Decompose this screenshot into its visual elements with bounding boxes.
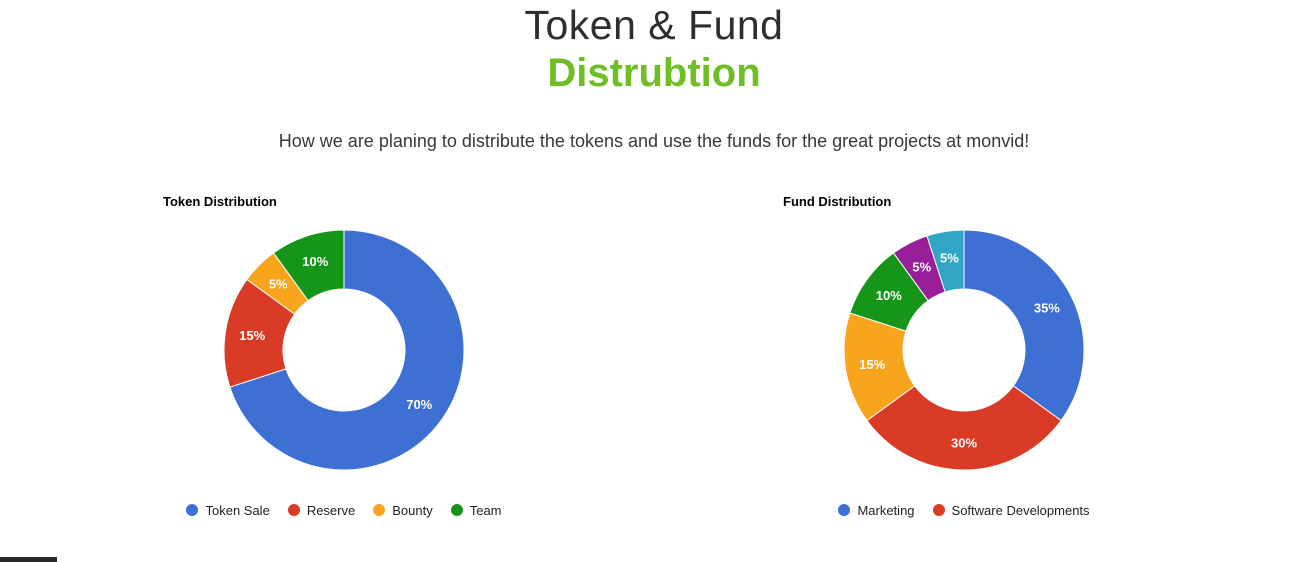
next-section-edge [0, 557, 57, 562]
slice-percent-label: 70% [406, 397, 432, 412]
slice-percent-label: 30% [951, 435, 977, 450]
slice-percent-label: 35% [1034, 300, 1060, 315]
legend-item-bounty[interactable]: Bounty [373, 502, 433, 518]
slice-percent-label: 15% [859, 357, 885, 372]
legend-dot [186, 504, 199, 517]
charts-row: Token Distribution 70% 15% 5% 10% Token Sal… [0, 194, 1308, 518]
donut-slice-slice-5[interactable] [926, 229, 965, 293]
legend-dot [373, 504, 386, 517]
legend-item-team[interactable]: Team [450, 502, 502, 518]
token-distribution-legend: Token Sale Reserve Bounty Team [163, 503, 525, 518]
chart-title-fund-distribution: Fund Distribution [783, 193, 892, 209]
legend-label: Software Developments [951, 502, 1090, 518]
slice-percent-label: 15% [239, 328, 265, 343]
chart-title-token-distribution: Token Distribution [163, 193, 277, 209]
legend-label: Bounty [392, 502, 433, 518]
page-title-line1: Token & Fund [524, 2, 784, 48]
legend-item-reserve[interactable]: Reserve [287, 502, 356, 518]
page-title-line2: Distrubtion [547, 50, 761, 95]
legend-label: Reserve [306, 502, 356, 518]
token-distribution-chart: Token Distribution 70% 15% 5% 10% Token Sal… [163, 194, 525, 518]
page-subtitle: How we are planing to distribute the tok… [278, 130, 1030, 151]
donut-wrap: 35% 30% 15% 10% 5% 5% [783, 227, 1145, 473]
token-distribution-donut: 70% 15% 5% 10% [223, 229, 465, 471]
donut-slice-team[interactable] [272, 229, 345, 302]
legend-item-software-developments[interactable]: Software Developments [932, 502, 1090, 518]
fund-distribution-donut: 35% 30% 15% 10% 5% 5% [843, 229, 1085, 471]
slice-percent-label: 10% [876, 288, 902, 303]
legend-item-marketing[interactable]: Marketing [838, 502, 915, 518]
donut-wrap: 70% 15% 5% 10% [163, 227, 525, 473]
legend-dot [450, 504, 463, 517]
legend-label: Team [469, 502, 502, 518]
hero-section: Token & Fund Distrubtion How we are plan… [0, 0, 1308, 152]
legend-item-token-sale[interactable]: Token Sale [186, 502, 270, 518]
donut-slice-marketing[interactable] [963, 229, 1085, 422]
fund-distribution-legend: Marketing Software Developments [783, 503, 1145, 518]
slice-percent-label: 10% [302, 254, 328, 269]
donut-slice-software-developments[interactable] [866, 385, 1062, 471]
legend-dot [838, 504, 851, 517]
slice-percent-label: 5% [912, 260, 931, 275]
legend-label: Marketing [857, 502, 915, 518]
donut-slice-token-sale[interactable] [229, 229, 465, 471]
fund-distribution-chart: Fund Distribution 35% 30% 15% 10% 5% 5% Marke… [783, 194, 1145, 518]
legend-dot [287, 504, 300, 517]
legend-label: Token Sale [205, 502, 270, 518]
slice-percent-label: 5% [940, 251, 959, 266]
slice-percent-label: 5% [269, 277, 288, 292]
legend-dot [932, 504, 945, 517]
